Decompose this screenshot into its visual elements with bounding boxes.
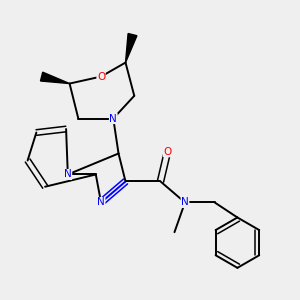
Text: N: N	[110, 113, 117, 124]
Text: N: N	[181, 197, 189, 208]
Polygon shape	[40, 72, 70, 84]
Text: N: N	[64, 169, 72, 179]
Text: O: O	[97, 72, 105, 82]
Polygon shape	[125, 34, 137, 63]
Text: O: O	[164, 147, 172, 157]
Text: N: N	[97, 197, 105, 208]
